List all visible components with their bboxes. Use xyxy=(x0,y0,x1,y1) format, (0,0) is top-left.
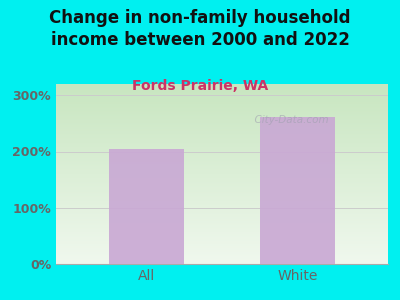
Bar xyxy=(109,149,184,264)
Text: City-Data.com: City-Data.com xyxy=(248,115,329,125)
Text: Change in non-family household
income between 2000 and 2022: Change in non-family household income be… xyxy=(49,9,351,49)
Bar xyxy=(260,117,335,264)
Text: Fords Prairie, WA: Fords Prairie, WA xyxy=(132,80,268,94)
